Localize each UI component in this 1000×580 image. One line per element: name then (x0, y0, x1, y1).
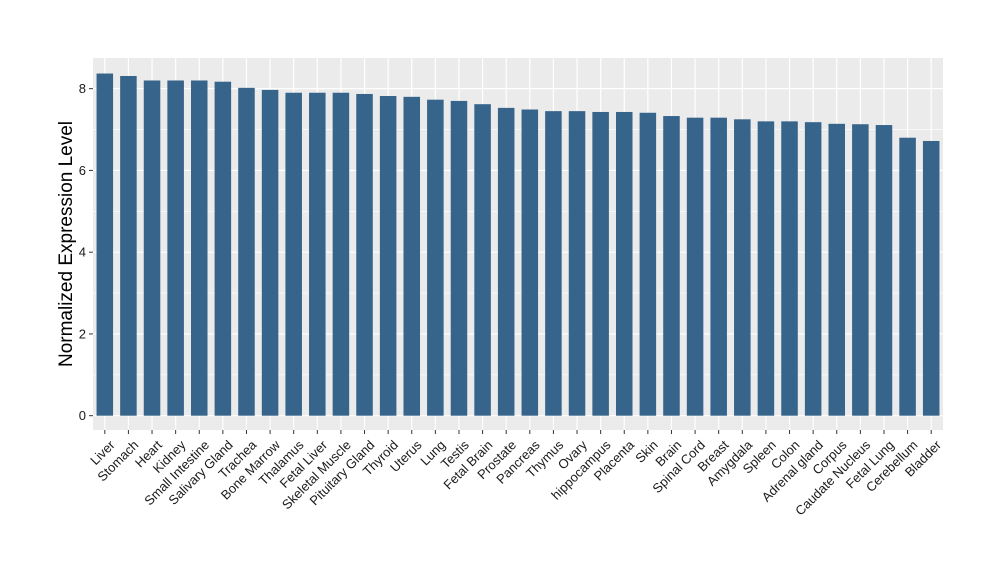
y-tick-label: 2 (79, 326, 86, 341)
bar (592, 111, 609, 416)
bar (379, 96, 397, 416)
bar (568, 111, 586, 416)
bar (238, 87, 255, 416)
bar (120, 75, 137, 416)
bar (167, 80, 184, 416)
bar (663, 116, 680, 416)
bar (521, 109, 539, 416)
y-axis-title: Normalized Expression Level (56, 121, 77, 367)
bar (497, 107, 515, 416)
bar (922, 140, 940, 416)
bar (261, 89, 279, 416)
bar (545, 111, 562, 416)
bar (804, 122, 822, 416)
bar (309, 92, 326, 416)
grid-minor (93, 129, 943, 376)
bar (356, 93, 373, 416)
bar (615, 111, 633, 416)
bar (781, 121, 798, 416)
y-axis: 0 2 4 6 8 (79, 81, 93, 423)
bar (899, 137, 916, 416)
bar (710, 117, 727, 416)
bars (96, 73, 940, 416)
bar (403, 96, 421, 416)
y-tick-label: 0 (79, 408, 86, 423)
bar (450, 100, 468, 416)
bar (757, 121, 775, 416)
y-tick-label: 6 (79, 163, 86, 178)
bar (686, 117, 704, 416)
bar (639, 112, 657, 416)
y-tick-label: 4 (79, 245, 86, 260)
bar (214, 81, 232, 416)
bar (332, 92, 350, 416)
bar (474, 104, 491, 416)
bar (828, 123, 846, 416)
bar (285, 92, 302, 416)
bar (427, 99, 444, 416)
bar (875, 125, 893, 416)
plot-panel (93, 58, 943, 430)
bar (734, 119, 751, 416)
bar (143, 80, 161, 416)
bar (190, 80, 208, 416)
bar (852, 124, 869, 416)
y-tick-label: 8 (79, 81, 86, 96)
bar (96, 73, 114, 416)
